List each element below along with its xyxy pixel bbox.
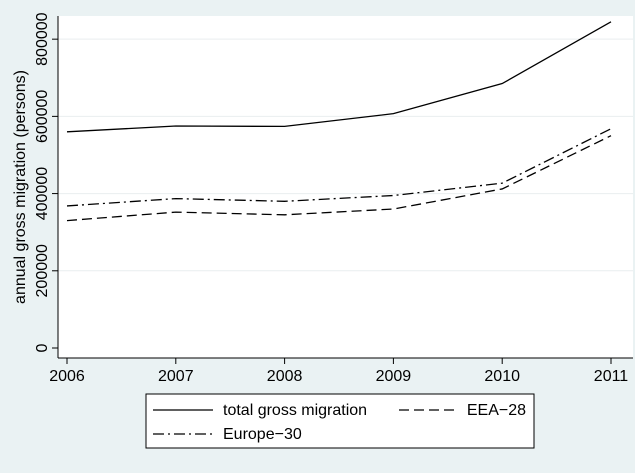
axes-layer (57, 16, 633, 359)
y-tick-label: 200000 (34, 244, 51, 297)
legend-items: total gross migration EEA−28 Europe−30 (153, 402, 526, 443)
legend-label: EEA−28 (467, 402, 526, 419)
y-tick-label: 400000 (34, 167, 51, 220)
x-tick-label: 2010 (484, 368, 520, 385)
y-axis-label: annual gross migration (persons) (12, 70, 29, 304)
plot-region (58, 16, 633, 358)
x-tick-label: 2006 (49, 368, 85, 385)
x-tick-label: 2009 (376, 368, 412, 385)
y-tick-label: 0 (34, 343, 51, 352)
x-tick-label: 2011 (594, 368, 629, 385)
series-line (66, 135, 612, 222)
series-line (66, 128, 612, 207)
series-line (66, 21, 612, 133)
legend-label: Europe−30 (223, 426, 302, 443)
y-tick-label: 800000 (34, 12, 51, 65)
x-tick-label: 2008 (267, 368, 303, 385)
legend-box (145, 393, 535, 449)
grid-layer (58, 38, 633, 272)
y-tick-label: 600000 (34, 90, 51, 143)
ticks-layer: 0 200000 400000 600000 800000 2006 2007 2008 200… (34, 12, 628, 385)
legend-label: total gross migration (223, 402, 367, 419)
series-layer (66, 21, 612, 222)
legend: total gross migration EEA−28 Europe−30 (145, 393, 535, 449)
x-tick-label: 2007 (158, 368, 194, 385)
